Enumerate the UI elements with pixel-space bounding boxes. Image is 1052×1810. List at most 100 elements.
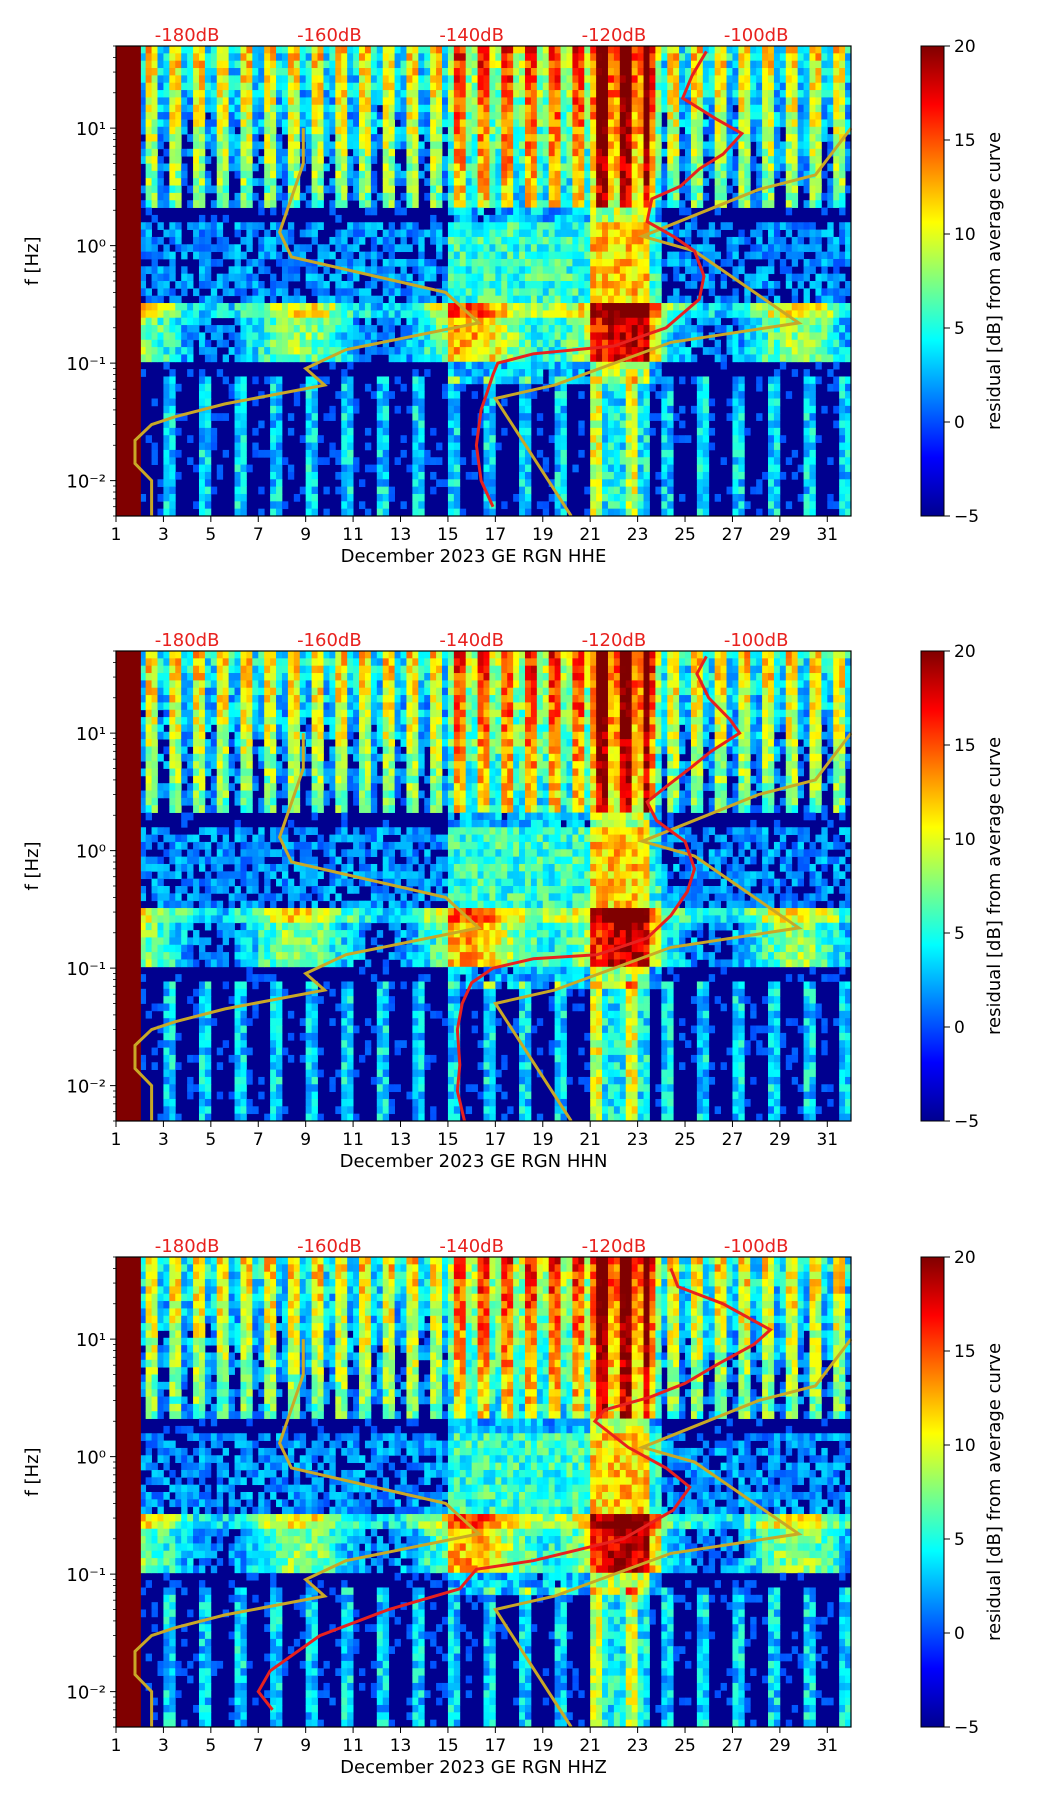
heatmap-cell (566, 317, 573, 326)
heatmap-cell (554, 369, 561, 377)
heatmap-cell (264, 156, 271, 164)
heatmap-cell (317, 317, 324, 326)
heatmap-cell (169, 229, 176, 238)
heatmap-cell (459, 185, 467, 194)
heatmap-cell (198, 163, 206, 172)
heatmap-cell (252, 104, 259, 113)
heatmap-cell (696, 317, 704, 326)
heatmap-cell (246, 295, 253, 304)
heatmap-cell (566, 170, 573, 179)
heatmap-cell (406, 464, 413, 473)
heatmap-cell (193, 112, 200, 120)
heatmap-cell (631, 508, 639, 517)
heatmap-cell (631, 90, 639, 98)
heatmap-cell (590, 332, 597, 341)
heatmap-cell (293, 156, 301, 164)
heatmap-cell (376, 90, 384, 98)
heatmap-cell (507, 170, 514, 179)
heatmap-cell (649, 295, 656, 304)
heatmap-cell (590, 273, 597, 282)
heatmap-cell (323, 457, 330, 465)
heatmap-cell (376, 435, 384, 443)
heatmap-cell (246, 464, 253, 473)
heatmap-cell (489, 464, 496, 473)
heatmap-cell (495, 178, 502, 186)
heatmap-cell (436, 178, 443, 186)
heatmap-cell (637, 60, 644, 69)
heatmap-cell (690, 163, 698, 172)
heatmap-cell (732, 427, 739, 436)
heatmap-cell (542, 82, 550, 91)
heatmap-cell (151, 339, 158, 348)
heatmap-cell (252, 398, 259, 407)
heatmap-cell (228, 156, 235, 164)
heatmap-cell (234, 288, 241, 297)
heatmap-cell (216, 236, 224, 245)
heatmap-cell (418, 244, 425, 253)
heatmap-cell (548, 479, 556, 488)
heatmap-cell (228, 90, 235, 98)
heatmap-cell (163, 90, 170, 98)
heatmap-cell (607, 273, 615, 282)
heatmap-cell (418, 60, 425, 69)
heatmap-cell (151, 281, 158, 289)
heatmap-cell (323, 244, 330, 253)
heatmap-cell (258, 200, 265, 208)
heatmap-cell (673, 60, 680, 69)
heatmap-cell (222, 236, 230, 245)
heatmap-cell (637, 325, 644, 333)
heatmap-cell (364, 97, 372, 106)
heatmap-cell (619, 90, 627, 98)
heatmap-cell (234, 244, 241, 253)
heatmap-cell (738, 82, 745, 91)
heatmap-cell (353, 97, 360, 106)
heatmap-cell (222, 126, 230, 135)
heatmap-cell (685, 178, 692, 186)
heatmap-cell (240, 170, 247, 179)
heatmap-cell (702, 457, 710, 465)
heatmap-cell (418, 303, 425, 311)
heatmap-cell (157, 185, 164, 194)
heatmap-cell (198, 420, 206, 429)
heatmap-cell (661, 479, 668, 488)
heatmap-cell (347, 119, 354, 128)
heatmap-cell (690, 303, 698, 311)
heatmap-cell (607, 236, 615, 245)
heatmap-cell (590, 295, 597, 304)
heatmap-cell (323, 112, 330, 120)
heatmap-cell (726, 53, 733, 62)
heatmap-cell (388, 354, 395, 363)
heatmap-cell (145, 200, 152, 208)
heatmap-cell (732, 383, 739, 392)
heatmap-cell (548, 273, 556, 282)
heatmap-cell (447, 222, 455, 230)
heatmap-cell (631, 119, 639, 128)
heatmap-cell (370, 281, 378, 289)
heatmap-cell (572, 332, 579, 341)
heatmap-cell (720, 178, 727, 186)
heatmap-cell (317, 354, 324, 363)
heatmap-cell (305, 310, 313, 319)
heatmap-cell (649, 427, 656, 436)
heatmap-cell (240, 134, 247, 142)
heatmap-cell (596, 420, 603, 429)
heatmap-cell (572, 104, 579, 113)
heatmap-cell (193, 82, 200, 91)
heatmap-cell (157, 236, 164, 245)
heatmap-cell (489, 435, 496, 443)
heatmap-cell (560, 369, 567, 377)
heatmap-cell (169, 141, 176, 150)
heatmap-cell (222, 170, 230, 179)
heatmap-cell (204, 508, 212, 517)
heatmap-cell (216, 464, 224, 473)
heatmap-cell (631, 82, 639, 91)
heatmap-cell (560, 53, 567, 62)
heatmap-cell (228, 53, 235, 62)
heatmap-cell (685, 68, 692, 76)
heatmap-cell (145, 222, 152, 230)
heatmap-cell (530, 141, 538, 150)
heatmap-cell (548, 310, 556, 319)
heatmap-cell (637, 266, 644, 275)
heatmap-cell (596, 148, 603, 157)
heatmap-cell (524, 156, 532, 164)
